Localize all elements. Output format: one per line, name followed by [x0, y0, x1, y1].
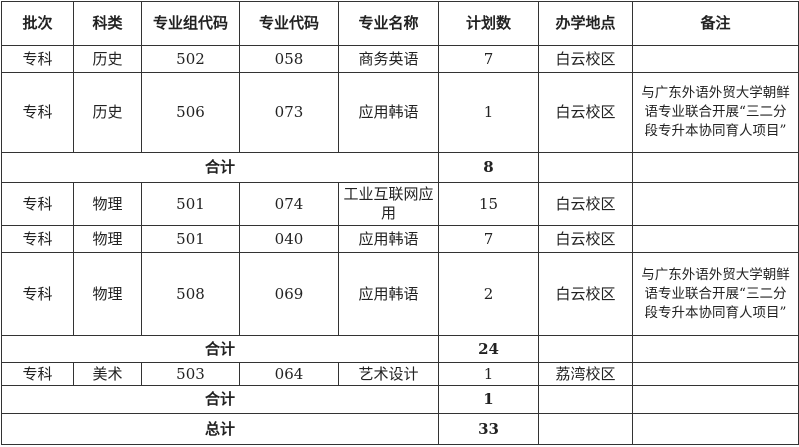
- total-label: 合计: [1, 335, 439, 363]
- total-label: 总计: [1, 413, 439, 445]
- cell-major-code: 064: [239, 362, 339, 386]
- cell-major-name: 工业互联网应用: [338, 182, 439, 226]
- header-remarks: 备注: [632, 1, 799, 46]
- total-value: 33: [438, 413, 539, 445]
- cell-major-code: 069: [239, 252, 339, 336]
- cell-plan-count: 2: [438, 252, 539, 336]
- cell-category: 物理: [73, 225, 142, 253]
- cell-major-code: 073: [239, 72, 339, 153]
- cell-plan-count: 7: [438, 45, 539, 73]
- cell-batch: 专科: [1, 45, 74, 73]
- empty-cell: [538, 335, 633, 363]
- cell-category: 物理: [73, 182, 142, 226]
- empty-cell: [538, 413, 633, 445]
- cell-group-code: 502: [141, 45, 240, 73]
- total-value: 8: [438, 152, 539, 183]
- cell-remarks: [632, 225, 799, 253]
- subtotal-row: 合计 1: [1, 385, 799, 414]
- header-row: 批次 科类 专业组代码 专业代码 专业名称 计划数 办学地点 备注: [1, 1, 799, 46]
- cell-group-code: 501: [141, 182, 240, 226]
- cell-remarks: [632, 182, 799, 226]
- total-label: 合计: [1, 385, 439, 414]
- header-major-name: 专业名称: [338, 1, 439, 46]
- table-row: 专科 物理 501 074 工业互联网应用 15 白云校区: [1, 182, 799, 226]
- header-plan-count: 计划数: [438, 1, 539, 46]
- cell-remarks: 与广东外语外贸大学朝鲜语专业联合开展“三二分段专升本协同育人项目”: [632, 252, 799, 336]
- cell-category: 美术: [73, 362, 142, 386]
- table-row: 专科 美术 503 064 艺术设计 1 荔湾校区: [1, 362, 799, 386]
- cell-remarks: [632, 362, 799, 386]
- cell-major-code: 058: [239, 45, 339, 73]
- cell-major-code: 074: [239, 182, 339, 226]
- cell-remarks: [632, 45, 799, 73]
- cell-batch: 专科: [1, 72, 74, 153]
- table-row: 专科 历史 502 058 商务英语 7 白云校区: [1, 45, 799, 73]
- table-row: 专科 物理 501 040 应用韩语 7 白云校区: [1, 225, 799, 253]
- grand-total-row: 总计 33: [1, 413, 799, 445]
- cell-category: 历史: [73, 45, 142, 73]
- cell-batch: 专科: [1, 252, 74, 336]
- cell-group-code: 501: [141, 225, 240, 253]
- cell-campus: 荔湾校区: [538, 362, 633, 386]
- cell-batch: 专科: [1, 182, 74, 226]
- cell-category: 物理: [73, 252, 142, 336]
- cell-group-code: 506: [141, 72, 240, 153]
- empty-cell: [632, 413, 799, 445]
- subtotal-row: 合计 24: [1, 335, 799, 363]
- cell-group-code: 508: [141, 252, 240, 336]
- header-category: 科类: [73, 1, 142, 46]
- table-row: 专科 物理 508 069 应用韩语 2 白云校区 与广东外语外贸大学朝鲜语专业联合开展“三二…: [1, 252, 799, 336]
- cell-major-name: 艺术设计: [338, 362, 439, 386]
- cell-major-name: 应用韩语: [338, 72, 439, 153]
- cell-batch: 专科: [1, 362, 74, 386]
- cell-plan-count: 1: [438, 362, 539, 386]
- total-label: 合计: [1, 152, 439, 183]
- cell-plan-count: 15: [438, 182, 539, 226]
- cell-category: 历史: [73, 72, 142, 153]
- cell-major-name: 商务英语: [338, 45, 439, 73]
- total-value: 24: [438, 335, 539, 363]
- subtotal-row: 合计 8: [1, 152, 799, 183]
- cell-campus: 白云校区: [538, 252, 633, 336]
- empty-cell: [632, 385, 799, 414]
- cell-campus: 白云校区: [538, 45, 633, 73]
- cell-plan-count: 7: [438, 225, 539, 253]
- header-group-code: 专业组代码: [141, 1, 240, 46]
- empty-cell: [538, 152, 633, 183]
- cell-plan-count: 1: [438, 72, 539, 153]
- cell-batch: 专科: [1, 225, 74, 253]
- cell-major-name: 应用韩语: [338, 252, 439, 336]
- cell-campus: 白云校区: [538, 72, 633, 153]
- empty-cell: [538, 385, 633, 414]
- total-value: 1: [438, 385, 539, 414]
- empty-cell: [632, 152, 799, 183]
- cell-campus: 白云校区: [538, 182, 633, 226]
- table-row: 专科 历史 506 073 应用韩语 1 白云校区 与广东外语外贸大学朝鲜语专业联合开展“三二…: [1, 72, 799, 153]
- cell-major-code: 040: [239, 225, 339, 253]
- header-major-code: 专业代码: [239, 1, 339, 46]
- cell-major-name: 应用韩语: [338, 225, 439, 253]
- header-campus: 办学地点: [538, 1, 633, 46]
- cell-campus: 白云校区: [538, 225, 633, 253]
- header-batch: 批次: [1, 1, 74, 46]
- empty-cell: [632, 335, 799, 363]
- cell-remarks: 与广东外语外贸大学朝鲜语专业联合开展“三二分段专升本协同育人项目”: [632, 72, 799, 153]
- cell-group-code: 503: [141, 362, 240, 386]
